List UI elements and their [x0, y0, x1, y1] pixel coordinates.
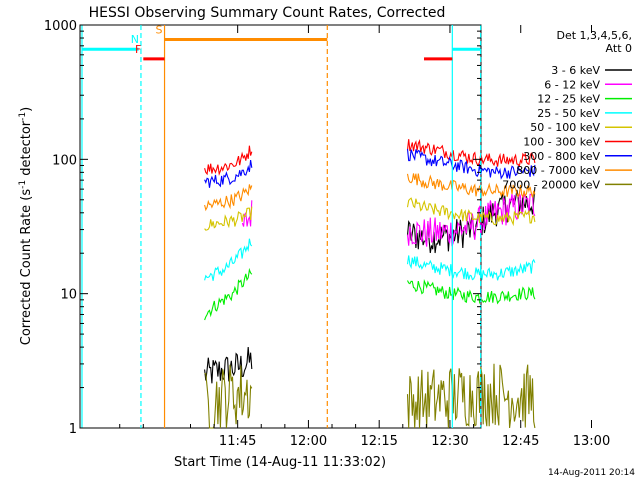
- y-axis-label: Corrected Count Rate (s-1 detector-1): [18, 107, 34, 345]
- series-50-100-kev-seg1: [204, 206, 253, 231]
- flag-label-n: N: [131, 33, 139, 46]
- series-6-12-kev-seg2: [406, 191, 536, 247]
- legend-label-800-7000-kev: 800 - 7000 keV: [516, 164, 600, 177]
- chart-title: HESSI Observing Summary Count Rates, Cor…: [89, 5, 446, 21]
- series-50-100-kev-seg2: [406, 197, 536, 227]
- series-800-7000-kev-seg2: [406, 173, 536, 199]
- x-axis-label: Start Time (14-Aug-11 11:33:02): [174, 455, 386, 470]
- flag-label-s: S: [156, 23, 163, 36]
- plot-frame: [79, 24, 482, 429]
- legend-header-line1: Det 1,3,4,5,6,: [556, 29, 632, 42]
- legend-label-100-300-kev: 100 - 300 keV: [523, 136, 600, 149]
- y-tick-label-1: 1: [69, 422, 77, 437]
- x-tick-label-1230: 12:30: [431, 434, 468, 449]
- y-tick-label-100: 100: [52, 153, 77, 168]
- legend-label-50-100-kev: 50 - 100 keV: [530, 121, 600, 134]
- series-25-50-kev-seg1: [204, 238, 253, 281]
- series-300-800-kev-seg2: [406, 149, 536, 180]
- x-tick-label-1145: 11:45: [219, 434, 256, 449]
- legend-label-12-25-kev: 12 - 25 keV: [537, 93, 600, 106]
- axis-layer: 11:45 12:00 12:15 12:30 12:45 13:00 1 10 100 1000: [44, 19, 610, 449]
- series-3-6-kev-seg1: [204, 346, 253, 384]
- x-tick-label-1245: 12:45: [502, 434, 539, 449]
- marker-layer: [81, 25, 482, 428]
- series-300-800-kev-seg1: [204, 160, 253, 188]
- x-tick-label-1215: 12:15: [360, 434, 397, 449]
- flag-label-f: F: [135, 43, 141, 56]
- legend-label-25-50-kev: 25 - 50 keV: [537, 107, 600, 120]
- series-12-25-kev-seg2: [407, 278, 536, 305]
- legend-label-300-800-kev: 300 - 800 keV: [523, 150, 600, 163]
- series-25-50-kev-seg2: [406, 255, 536, 281]
- series-6-12-kev-seg1: [241, 200, 253, 227]
- y-tick-label-10: 10: [60, 288, 77, 303]
- flag-layer: NF S: [81, 23, 481, 61]
- legend-header-line2: Att 0: [606, 42, 632, 55]
- x-tick-label-1300: 13:00: [573, 434, 610, 449]
- series-7000-20000-kev-seg2: [406, 363, 536, 429]
- series-7000-20000-kev-seg1: [204, 364, 253, 429]
- series-100-300-kev-seg1: [204, 145, 253, 176]
- y-tick-label-1000: 1000: [44, 19, 77, 34]
- series-layer: [204, 138, 536, 429]
- series-100-300-kev-seg2: [406, 138, 536, 168]
- legend-label-7000-20000-kev: 7000 - 20000 keV: [502, 178, 600, 191]
- legend-label-3-6-kev: 3 - 6 keV: [551, 64, 600, 77]
- legend-label-6-12-kev: 6 - 12 keV: [544, 78, 600, 91]
- series-12-25-kev-seg1: [204, 267, 253, 321]
- series-800-7000-kev-seg1: [204, 184, 253, 212]
- x-tick-label-1200: 12:00: [290, 434, 327, 449]
- footer-timestamp: 14-Aug-2011 20:14: [548, 468, 635, 478]
